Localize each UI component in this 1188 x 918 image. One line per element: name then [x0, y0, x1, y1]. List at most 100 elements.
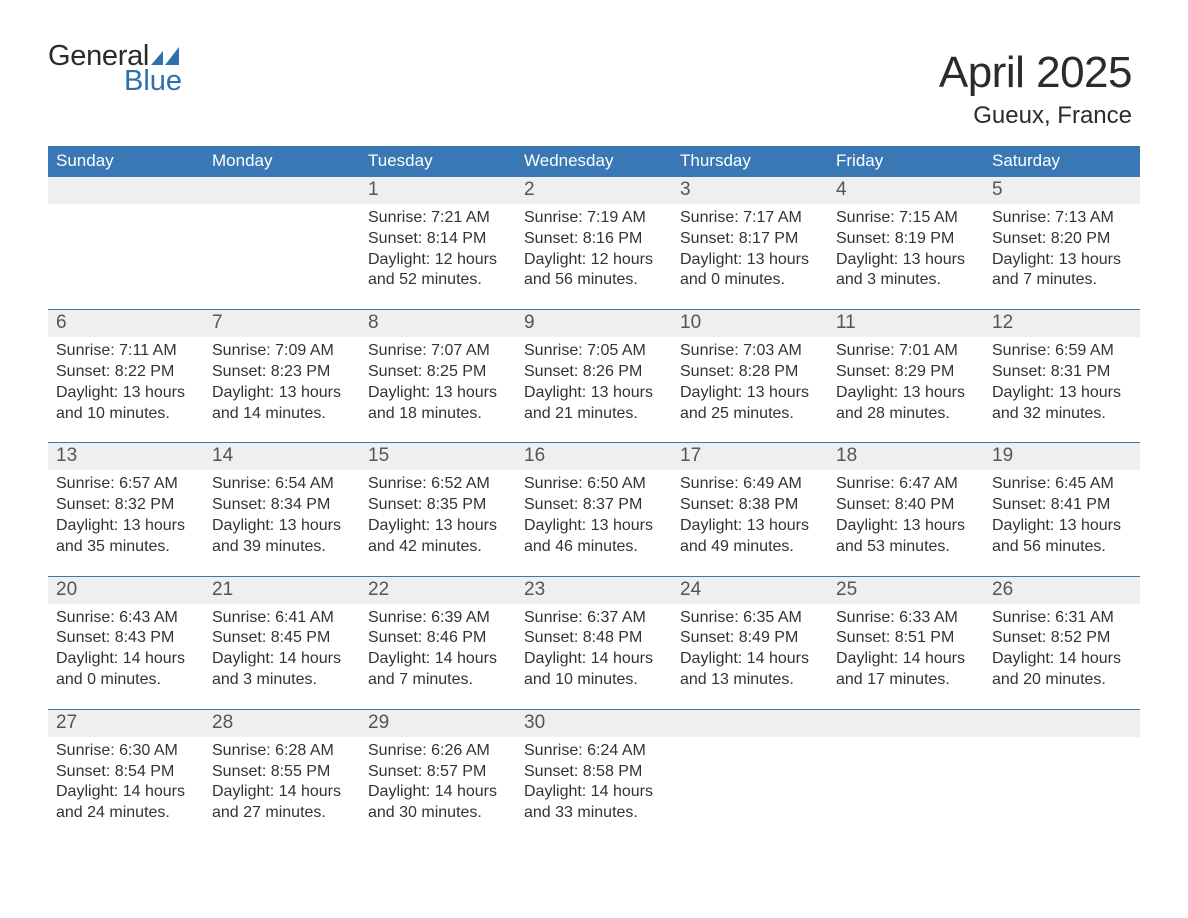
day-body: Sunrise: 7:05 AMSunset: 8:26 PMDaylight:… — [516, 337, 672, 424]
day-cell: 9 Sunrise: 7:05 AMSunset: 8:26 PMDaylight… — [516, 310, 672, 442]
week-row: 13Sunrise: 6:57 AMSunset: 8:32 PMDayligh… — [48, 442, 1140, 575]
day-cell: 30 Sunrise: 6:24 AMSunset: 8:58 PMDayligh… — [516, 710, 672, 842]
day-cell: . — [828, 710, 984, 842]
day-number-bar: 21 — [204, 577, 360, 604]
daylight-text: Daylight: 14 hours and 30 minutes. — [368, 782, 508, 824]
daylight-text: Daylight: 13 hours and 46 minutes. — [524, 516, 664, 558]
sunset-text: Sunset: 8:57 PM — [368, 762, 508, 783]
logo-word-blue: Blue — [124, 65, 182, 98]
day-cell: 29 Sunrise: 6:26 AMSunset: 8:57 PMDayligh… — [360, 710, 516, 842]
day-cell: 16Sunrise: 6:50 AMSunset: 8:37 PMDayligh… — [516, 443, 672, 575]
day-body: Sunrise: 7:17 AMSunset: 8:17 PMDaylight:… — [672, 204, 828, 291]
day-cell: 13Sunrise: 6:57 AMSunset: 8:32 PMDayligh… — [48, 443, 204, 575]
daylight-text: Daylight: 14 hours and 27 minutes. — [212, 782, 352, 824]
sunrise-text: Sunrise: 6:41 AM — [212, 608, 352, 629]
daylight-text: Daylight: 14 hours and 0 minutes. — [56, 649, 196, 691]
daylight-text: Daylight: 13 hours and 3 minutes. — [836, 250, 976, 292]
day-body: Sunrise: 6:24 AMSunset: 8:58 PMDaylight:… — [516, 737, 672, 824]
sunrise-text: Sunrise: 6:31 AM — [992, 608, 1132, 629]
day-cell: 3Sunrise: 7:17 AMSunset: 8:17 PMDaylight… — [672, 177, 828, 309]
day-number-bar: 14 — [204, 443, 360, 470]
sunset-text: Sunset: 8:48 PM — [524, 628, 664, 649]
day-number: 1 — [368, 179, 379, 200]
day-number-bar: 5 — [984, 177, 1140, 204]
daylight-text: Daylight: 13 hours and 42 minutes. — [368, 516, 508, 558]
day-number: 16 — [524, 445, 545, 466]
day-body: Sunrise: 6:49 AMSunset: 8:38 PMDaylight:… — [672, 470, 828, 557]
day-body: Sunrise: 7:21 AMSunset: 8:14 PMDaylight:… — [360, 204, 516, 291]
sunrise-text: Sunrise: 7:19 AM — [524, 208, 664, 229]
dow-saturday: Saturday — [984, 146, 1140, 177]
sunrise-text: Sunrise: 6:26 AM — [368, 741, 508, 762]
day-cell: 10Sunrise: 7:03 AMSunset: 8:28 PMDayligh… — [672, 310, 828, 442]
sunset-text: Sunset: 8:31 PM — [992, 362, 1132, 383]
sunrise-text: Sunrise: 7:07 AM — [368, 341, 508, 362]
sunrise-text: Sunrise: 6:35 AM — [680, 608, 820, 629]
sunrise-text: Sunrise: 6:43 AM — [56, 608, 196, 629]
day-number-bar: 24 — [672, 577, 828, 604]
day-body: Sunrise: 6:43 AMSunset: 8:43 PMDaylight:… — [48, 604, 204, 691]
daylight-text: Daylight: 14 hours and 33 minutes. — [524, 782, 664, 824]
calendar-page: General Blue April 2025 Gueux, France Su… — [0, 0, 1188, 918]
calendar: Sunday Monday Tuesday Wednesday Thursday… — [48, 146, 1140, 842]
day-number-bar: 18 — [828, 443, 984, 470]
daylight-text: Daylight: 14 hours and 20 minutes. — [992, 649, 1132, 691]
day-cell: 24Sunrise: 6:35 AMSunset: 8:49 PMDayligh… — [672, 577, 828, 709]
day-cell: 8 Sunrise: 7:07 AMSunset: 8:25 PMDaylight… — [360, 310, 516, 442]
sunset-text: Sunset: 8:58 PM — [524, 762, 664, 783]
daylight-text: Daylight: 14 hours and 13 minutes. — [680, 649, 820, 691]
sunrise-text: Sunrise: 6:37 AM — [524, 608, 664, 629]
day-cell: 7Sunrise: 7:09 AMSunset: 8:23 PMDaylight… — [204, 310, 360, 442]
day-number: 30 — [524, 712, 545, 733]
day-number: 18 — [836, 445, 857, 466]
dow-thursday: Thursday — [672, 146, 828, 177]
day-body: Sunrise: 6:39 AMSunset: 8:46 PMDaylight:… — [360, 604, 516, 691]
day-number-bar: 30 — [516, 710, 672, 737]
daylight-text: Daylight: 13 hours and 7 minutes. — [992, 250, 1132, 292]
day-number-bar: 28 — [204, 710, 360, 737]
day-number: 12 — [992, 312, 1013, 333]
sunset-text: Sunset: 8:43 PM — [56, 628, 196, 649]
day-body: Sunrise: 6:31 AMSunset: 8:52 PMDaylight:… — [984, 604, 1140, 691]
day-number: 8 — [368, 312, 379, 333]
month-title: April 2025 — [939, 48, 1132, 98]
sunset-text: Sunset: 8:40 PM — [836, 495, 976, 516]
daylight-text: Daylight: 14 hours and 10 minutes. — [524, 649, 664, 691]
day-number: 9 — [524, 312, 535, 333]
day-number: 22 — [368, 579, 389, 600]
day-body: Sunrise: 7:15 AMSunset: 8:19 PMDaylight:… — [828, 204, 984, 291]
sunrise-text: Sunrise: 6:49 AM — [680, 474, 820, 495]
day-body: Sunrise: 6:30 AMSunset: 8:54 PMDaylight:… — [48, 737, 204, 824]
day-cell: 2Sunrise: 7:19 AMSunset: 8:16 PMDaylight… — [516, 177, 672, 309]
day-number-bar: 19 — [984, 443, 1140, 470]
day-cell: . — [672, 710, 828, 842]
dow-friday: Friday — [828, 146, 984, 177]
day-body: Sunrise: 6:54 AMSunset: 8:34 PMDaylight:… — [204, 470, 360, 557]
day-cell: 23Sunrise: 6:37 AMSunset: 8:48 PMDayligh… — [516, 577, 672, 709]
day-number: 24 — [680, 579, 701, 600]
daylight-text: Daylight: 13 hours and 35 minutes. — [56, 516, 196, 558]
day-body: Sunrise: 7:07 AMSunset: 8:25 PMDaylight:… — [360, 337, 516, 424]
day-cell: 14Sunrise: 6:54 AMSunset: 8:34 PMDayligh… — [204, 443, 360, 575]
sunrise-text: Sunrise: 6:47 AM — [836, 474, 976, 495]
daylight-text: Daylight: 14 hours and 7 minutes. — [368, 649, 508, 691]
sunset-text: Sunset: 8:46 PM — [368, 628, 508, 649]
daylight-text: Daylight: 13 hours and 18 minutes. — [368, 383, 508, 425]
day-number-bar: . — [672, 710, 828, 737]
sunset-text: Sunset: 8:38 PM — [680, 495, 820, 516]
daylight-text: Daylight: 13 hours and 32 minutes. — [992, 383, 1132, 425]
day-number: 11 — [836, 312, 856, 333]
sunrise-text: Sunrise: 6:30 AM — [56, 741, 196, 762]
daylight-text: Daylight: 13 hours and 14 minutes. — [212, 383, 352, 425]
day-number: 7 — [212, 312, 223, 333]
dow-sunday: Sunday — [48, 146, 204, 177]
day-number-bar: 13 — [48, 443, 204, 470]
day-number-bar: 29 — [360, 710, 516, 737]
sunset-text: Sunset: 8:22 PM — [56, 362, 196, 383]
daylight-text: Daylight: 14 hours and 24 minutes. — [56, 782, 196, 824]
day-body — [672, 737, 828, 741]
sunrise-text: Sunrise: 6:24 AM — [524, 741, 664, 762]
sunrise-text: Sunrise: 6:52 AM — [368, 474, 508, 495]
sunset-text: Sunset: 8:55 PM — [212, 762, 352, 783]
day-number-bar: . — [984, 710, 1140, 737]
